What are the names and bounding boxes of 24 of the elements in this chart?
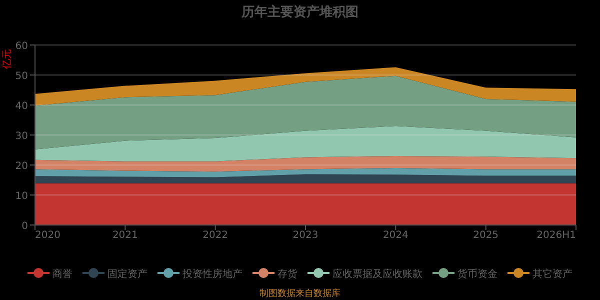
x-tick-label: 2021 <box>112 230 138 241</box>
x-tick-label: 2026H1 <box>536 230 576 241</box>
text: 制图数据来自数据库 <box>260 288 340 299</box>
y-tick-label: 60 <box>15 41 28 52</box>
y-tick-label: 40 <box>15 101 28 112</box>
legend-label: 固定资产 <box>108 268 148 280</box>
x-tick-label: 2023 <box>292 230 318 241</box>
y-tick-label: 10 <box>15 191 28 202</box>
legend-label: 投资性房地产 <box>182 268 242 280</box>
chart-title: 历年主要资产堆积图 <box>240 4 358 20</box>
y-tick-label: 0 <box>22 221 28 232</box>
legend-label: 商誉 <box>52 268 72 280</box>
y-tick-label: 20 <box>15 161 28 172</box>
y-tick-label: 30 <box>15 131 28 142</box>
legend-label: 其它资产 <box>532 268 572 280</box>
y-axis-title: 亿元 <box>2 49 13 70</box>
x-tick-label: 2022 <box>202 230 228 241</box>
y-tick-label: 50 <box>15 71 28 82</box>
legend-label: 应收票据及应收账款 <box>332 268 422 280</box>
legend-label: 货币资金 <box>458 268 498 280</box>
legend-label: 存货 <box>278 268 298 280</box>
x-tick-label: 2025 <box>473 230 499 241</box>
x-tick-label: 2024 <box>382 230 408 241</box>
x-tick-label: 2020 <box>35 230 60 241</box>
